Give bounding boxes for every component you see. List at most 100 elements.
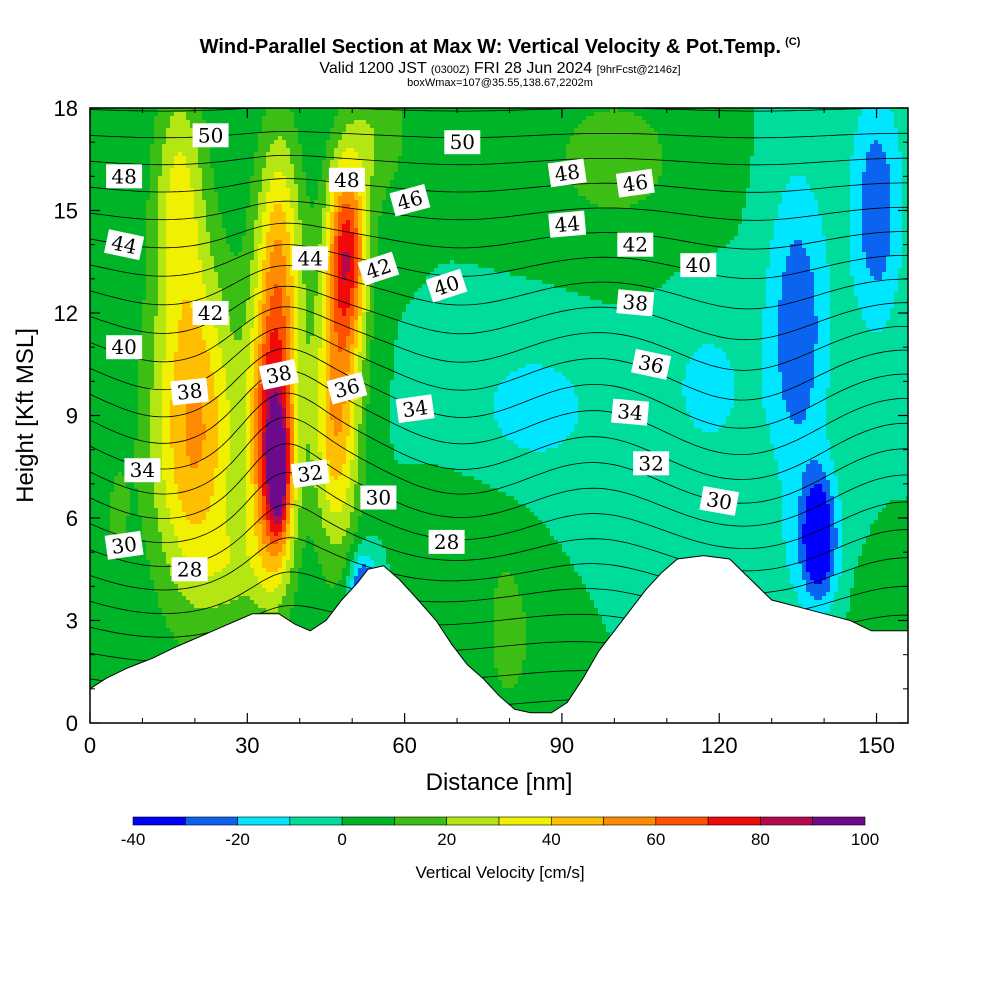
velocity-cell <box>254 160 267 165</box>
velocity-cell <box>202 336 219 341</box>
velocity-cell <box>326 212 331 217</box>
contour-label-text: 32 <box>638 451 663 475</box>
velocity-cell <box>294 496 299 501</box>
velocity-cell <box>250 364 255 369</box>
velocity-cell <box>262 456 267 461</box>
velocity-cell <box>286 460 291 465</box>
velocity-cell <box>250 480 255 485</box>
velocity-cell <box>830 300 859 305</box>
contour-label-box <box>395 394 435 424</box>
velocity-cell <box>358 244 363 249</box>
velocity-cell <box>806 584 831 589</box>
velocity-cell <box>298 132 331 137</box>
velocity-cell <box>358 340 363 345</box>
isentrope-37 <box>90 417 908 504</box>
velocity-cell <box>830 292 855 297</box>
velocity-cell <box>262 228 271 233</box>
velocity-cell <box>494 636 527 641</box>
velocity-cell <box>286 588 299 593</box>
velocity-cell <box>498 672 523 677</box>
velocity-cell <box>250 192 259 197</box>
velocity-cell <box>166 352 175 357</box>
velocity-cell <box>810 268 831 273</box>
velocity-cell <box>90 404 139 409</box>
velocity-cell <box>334 292 339 297</box>
velocity-cell <box>334 432 339 437</box>
velocity-cell <box>354 324 359 329</box>
velocity-cell <box>318 448 327 453</box>
y-tick-label: 6 <box>66 506 78 531</box>
velocity-cell <box>334 268 339 273</box>
velocity-cell <box>318 396 327 401</box>
velocity-cell <box>322 300 327 305</box>
contour-label: 30 <box>360 485 397 510</box>
velocity-cell <box>574 128 655 133</box>
velocity-cell <box>362 244 367 249</box>
velocity-cell <box>278 332 287 337</box>
velocity-cell <box>286 512 291 517</box>
velocity-cell <box>250 416 255 421</box>
velocity-cell <box>806 580 815 585</box>
y-tick-label: 3 <box>66 609 78 634</box>
velocity-cell <box>394 340 763 345</box>
velocity-cell <box>358 524 547 529</box>
velocity-cell <box>558 540 787 545</box>
velocity-cell <box>218 448 231 453</box>
velocity-cell <box>814 312 831 317</box>
velocity-cell <box>774 232 823 237</box>
velocity-cell <box>354 540 363 545</box>
contour-label-box <box>192 301 229 325</box>
velocity-cell <box>586 116 643 121</box>
velocity-cell <box>826 476 839 481</box>
velocity-cell <box>154 484 167 489</box>
velocity-cell <box>834 564 843 569</box>
velocity-cell <box>346 452 355 457</box>
x-tick-label: 30 <box>235 733 259 758</box>
velocity-cell <box>246 488 255 493</box>
velocity-cell <box>326 424 335 429</box>
velocity-cell <box>838 540 843 545</box>
velocity-cell <box>374 160 399 165</box>
velocity-cell <box>362 404 367 409</box>
velocity-cell <box>854 288 899 293</box>
velocity-cell <box>326 196 331 201</box>
velocity-cell <box>370 248 379 253</box>
velocity-cell <box>330 360 351 365</box>
velocity-cell <box>290 436 295 441</box>
velocity-cell <box>270 228 287 233</box>
velocity-cell <box>166 252 199 257</box>
velocity-cell <box>258 436 263 441</box>
velocity-cell <box>354 456 359 461</box>
velocity-cell <box>362 332 367 337</box>
velocity-cell <box>270 504 283 509</box>
velocity-cell <box>362 176 371 181</box>
velocity-cell <box>258 352 263 357</box>
velocity-cell <box>886 268 899 273</box>
velocity-cell <box>214 180 251 185</box>
velocity-cell <box>494 660 523 665</box>
velocity-cell <box>378 256 703 261</box>
velocity-cell <box>254 152 267 157</box>
velocity-cell <box>462 472 779 477</box>
velocity-cell <box>850 588 908 593</box>
velocity-cell <box>158 260 167 265</box>
velocity-cell <box>362 508 531 513</box>
velocity-cell <box>334 252 339 257</box>
velocity-cell <box>170 436 187 441</box>
velocity-cell <box>262 448 267 453</box>
velocity-cell <box>218 192 251 197</box>
velocity-cell <box>494 396 579 401</box>
velocity-cell <box>334 152 343 157</box>
velocity-cell <box>182 504 211 509</box>
velocity-cell <box>262 516 267 521</box>
velocity-cell <box>318 352 327 357</box>
velocity-cell <box>326 296 331 301</box>
velocity-cell <box>174 464 191 469</box>
velocity-cell <box>146 220 159 225</box>
velocity-cell <box>246 216 259 221</box>
velocity-cell <box>754 128 859 133</box>
velocity-cell <box>782 496 799 501</box>
velocity-cell <box>290 300 295 305</box>
velocity-cell <box>374 308 407 313</box>
velocity-cell <box>254 296 263 301</box>
